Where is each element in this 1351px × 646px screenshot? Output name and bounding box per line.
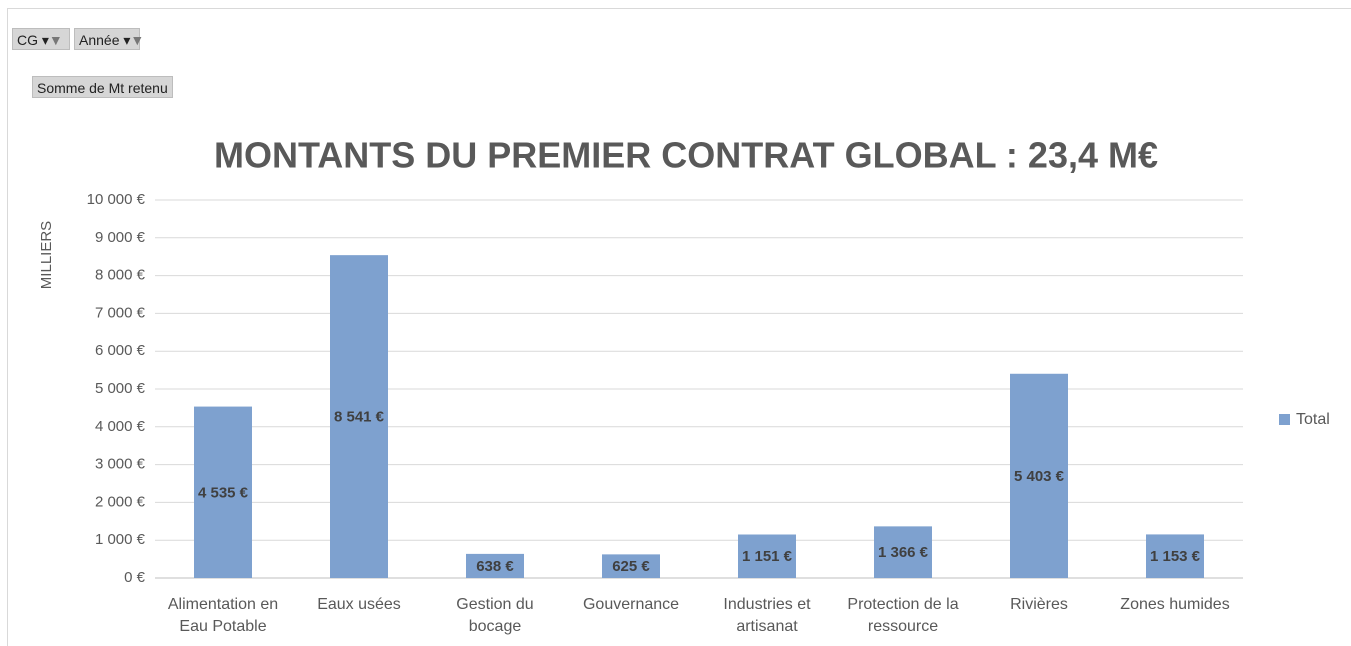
data-label: 638 €	[476, 558, 514, 575]
bar	[1010, 373, 1068, 578]
y-tick-label: 9 000 €	[95, 229, 146, 246]
bar	[330, 255, 388, 578]
x-tick-label: Zones humides	[1120, 596, 1230, 613]
y-tick-label: 1 000 €	[95, 531, 146, 548]
y-axis-title: MILLIERS	[38, 221, 55, 289]
bar	[194, 406, 252, 578]
y-tick-label: 4 000 €	[95, 418, 146, 435]
data-label: 1 366 €	[878, 544, 929, 561]
bar	[602, 554, 660, 578]
value-field-button[interactable]: Somme de Mt retenu	[32, 76, 173, 98]
data-label: 625 €	[612, 558, 650, 575]
x-tick-label: Eaux usées	[317, 596, 401, 613]
x-tick-label: Rivières	[1010, 596, 1068, 613]
bar	[874, 526, 932, 578]
y-tick-label: 10 000 €	[87, 191, 146, 208]
y-tick-label: 6 000 €	[95, 342, 146, 359]
y-tick-label: 8 000 €	[95, 267, 146, 284]
y-tick-label: 0 €	[124, 569, 146, 586]
data-label: 8 541 €	[334, 409, 385, 426]
x-tick-label: Industries et artisanat	[723, 596, 811, 635]
data-label: 1 151 €	[742, 548, 793, 565]
y-tick-label: 5 000 €	[95, 380, 146, 397]
y-tick-label: 7 000 €	[95, 304, 146, 321]
y-tick-label: 3 000 €	[95, 456, 146, 473]
filter-button[interactable]: CG ▾▼	[12, 28, 70, 50]
x-tick-label: Alimentation en Eau Potable	[167, 596, 279, 635]
data-label: 1 153 €	[1150, 548, 1201, 565]
chart-title: MONTANTS DU PREMIER CONTRAT GLOBAL : 23,…	[214, 135, 1158, 176]
bar	[738, 534, 796, 578]
chart-frame	[7, 8, 1351, 646]
legend-label: Total	[1296, 411, 1330, 428]
bar	[466, 553, 524, 578]
legend-swatch	[1279, 414, 1290, 425]
filter-label: Année	[79, 32, 120, 48]
bar	[1146, 534, 1204, 578]
filter-label: CG	[17, 32, 38, 48]
data-label: 4 535 €	[198, 484, 249, 501]
x-tick-label: Gestion du bocage	[456, 596, 534, 635]
x-tick-label: Gouvernance	[582, 596, 680, 613]
data-label: 5 403 €	[1014, 468, 1065, 485]
x-tick-label: Protection de la ressource	[847, 596, 959, 635]
filter-button[interactable]: Année ▾▼	[74, 28, 144, 50]
y-tick-label: 2 000 €	[95, 493, 146, 510]
